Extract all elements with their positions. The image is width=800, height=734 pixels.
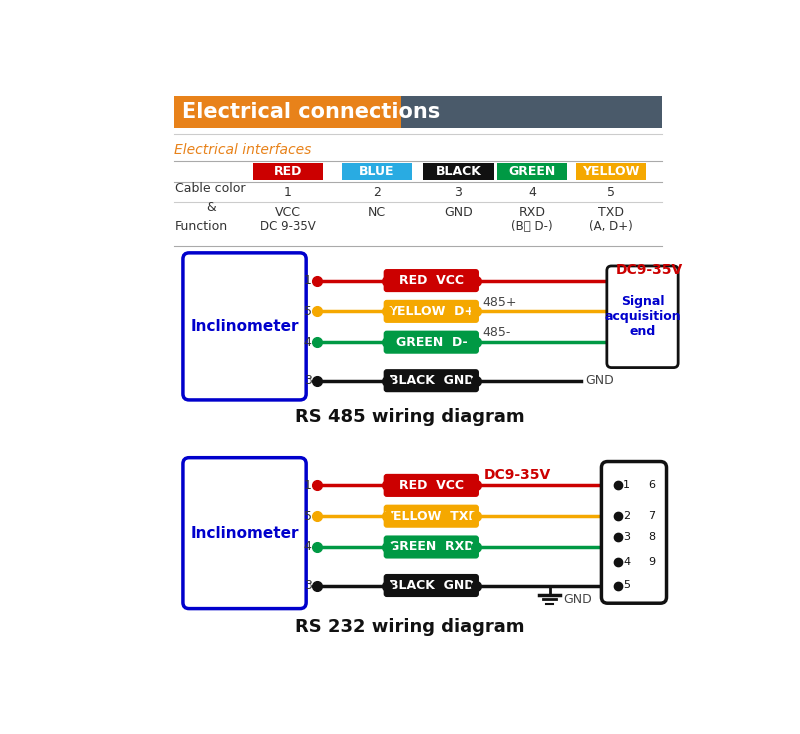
Text: 2: 2 (373, 186, 381, 198)
Text: BLACK  GND: BLACK GND (389, 579, 474, 592)
Text: GND: GND (585, 374, 614, 387)
Text: 5: 5 (304, 305, 312, 318)
Text: RS 485 wiring diagram: RS 485 wiring diagram (295, 408, 525, 426)
Text: 1: 1 (284, 186, 292, 198)
FancyBboxPatch shape (384, 505, 479, 528)
Text: 3: 3 (304, 579, 312, 592)
Text: 8: 8 (649, 532, 656, 542)
FancyBboxPatch shape (384, 269, 479, 292)
Text: 6: 6 (649, 480, 656, 490)
Text: BLACK  GND: BLACK GND (389, 374, 474, 387)
Text: 4: 4 (528, 186, 536, 198)
FancyBboxPatch shape (576, 163, 646, 181)
FancyBboxPatch shape (423, 163, 494, 181)
Text: BLACK: BLACK (435, 165, 482, 178)
Text: RED  VCC: RED VCC (399, 274, 464, 287)
FancyBboxPatch shape (384, 369, 479, 392)
FancyBboxPatch shape (183, 252, 306, 400)
Text: 1: 1 (304, 274, 312, 287)
Text: GND: GND (563, 593, 592, 606)
Text: BLUE: BLUE (359, 165, 395, 178)
Text: Inclinometer: Inclinometer (190, 319, 298, 334)
FancyBboxPatch shape (384, 330, 479, 354)
Text: YELLOW  TXD: YELLOW TXD (384, 509, 478, 523)
Text: 485-: 485- (482, 327, 510, 339)
Text: Signal
acquisition
end: Signal acquisition end (604, 295, 681, 338)
Text: TXD: TXD (598, 206, 624, 219)
FancyBboxPatch shape (183, 458, 306, 608)
Text: 485+: 485+ (482, 296, 517, 308)
Text: 1: 1 (623, 480, 630, 490)
Text: DC 9-35V: DC 9-35V (260, 220, 316, 233)
Text: Cable color
        &
Function: Cable color & Function (175, 182, 246, 233)
Text: GND: GND (444, 206, 473, 219)
Text: VCC: VCC (275, 206, 301, 219)
Text: 4: 4 (304, 540, 312, 553)
Text: (B， D-): (B， D-) (511, 220, 553, 233)
FancyBboxPatch shape (384, 535, 479, 559)
Text: (A, D+): (A, D+) (590, 220, 633, 233)
Text: DC9-35V: DC9-35V (615, 263, 682, 277)
FancyBboxPatch shape (401, 95, 662, 128)
Text: 5: 5 (304, 509, 312, 523)
Text: 2: 2 (623, 511, 630, 521)
Text: GREEN: GREEN (509, 165, 556, 178)
FancyBboxPatch shape (497, 163, 567, 181)
Text: Electrical interfaces: Electrical interfaces (174, 142, 311, 156)
Text: 3: 3 (623, 532, 630, 542)
Text: RXD: RXD (518, 206, 546, 219)
FancyBboxPatch shape (253, 163, 323, 181)
Text: 7: 7 (649, 511, 656, 521)
Text: 4: 4 (623, 557, 630, 567)
FancyBboxPatch shape (174, 95, 401, 128)
FancyBboxPatch shape (607, 266, 678, 368)
Text: NC: NC (368, 206, 386, 219)
Text: 3: 3 (304, 374, 312, 387)
Text: RED: RED (274, 165, 302, 178)
Text: GREEN  D-: GREEN D- (395, 335, 467, 349)
Text: 5: 5 (623, 581, 630, 590)
Text: YELLOW  D+: YELLOW D+ (388, 305, 475, 318)
FancyBboxPatch shape (384, 299, 479, 323)
Text: DC9-35V: DC9-35V (484, 468, 551, 482)
FancyBboxPatch shape (384, 574, 479, 597)
FancyBboxPatch shape (342, 163, 412, 181)
Text: GREEN  RXD: GREEN RXD (389, 540, 474, 553)
Text: 5: 5 (607, 186, 615, 198)
Text: Inclinometer: Inclinometer (190, 526, 298, 541)
Text: 3: 3 (454, 186, 462, 198)
Text: RED  VCC: RED VCC (399, 479, 464, 492)
FancyBboxPatch shape (384, 474, 479, 497)
Text: 9: 9 (649, 557, 656, 567)
Text: RS 232 wiring diagram: RS 232 wiring diagram (295, 618, 525, 636)
Text: Electrical connections: Electrical connections (182, 102, 440, 122)
Text: 4: 4 (304, 335, 312, 349)
FancyBboxPatch shape (602, 462, 666, 603)
Text: 1: 1 (304, 479, 312, 492)
Text: YELLOW: YELLOW (582, 165, 640, 178)
